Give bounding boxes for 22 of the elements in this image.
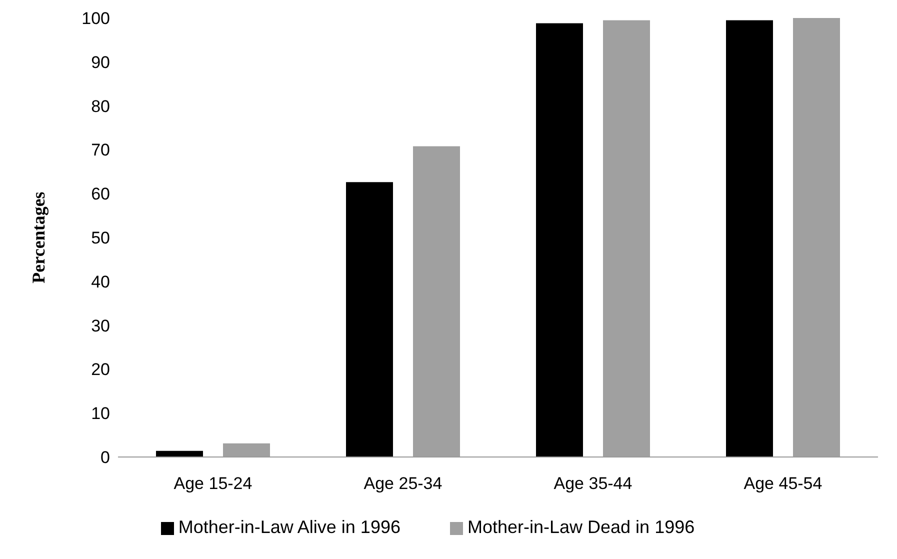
y-tick-label: 50: [91, 228, 110, 248]
y-tick-label: 90: [91, 52, 110, 72]
y-tick-label: 60: [91, 184, 110, 204]
x-tick-label: Age 25-34: [364, 474, 442, 494]
y-axis-title: Percentages: [28, 192, 48, 284]
y-tick-label: 70: [91, 140, 110, 160]
y-tick-label: 10: [91, 404, 110, 424]
bar: [156, 450, 203, 457]
y-tick-label: 30: [91, 316, 110, 336]
legend-label: Mother-in-Law Dead in 1996: [467, 517, 695, 537]
y-tick-label: 0: [100, 448, 110, 468]
x-tick-label: Age 45-54: [744, 474, 822, 494]
x-tick-label: Age 15-24: [174, 474, 252, 494]
bar: [346, 182, 393, 457]
y-tick-label: 40: [91, 272, 110, 292]
bar: [536, 23, 583, 457]
legend-label: Mother-in-Law Alive in 1996: [178, 517, 400, 537]
y-tick-label: 80: [91, 96, 110, 116]
y-tick-label: 100: [82, 9, 110, 28]
x-tick-label: Age 35-44: [554, 474, 632, 494]
y-tick-label: 20: [91, 360, 110, 380]
bar: [726, 20, 773, 457]
